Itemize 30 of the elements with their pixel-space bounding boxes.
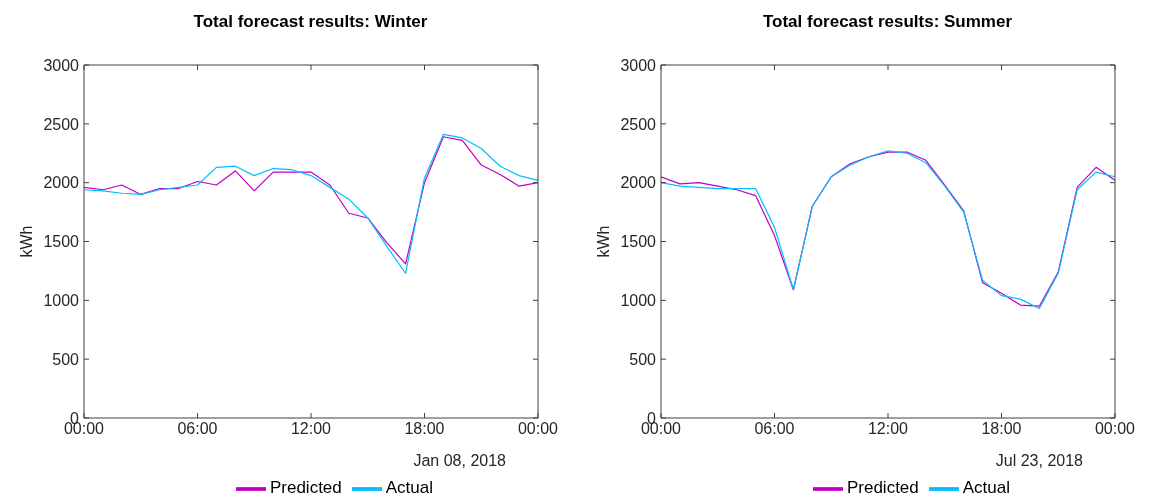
x-tick-label: 18:00 <box>981 420 1022 438</box>
y-tick-label: 3000 <box>620 56 657 74</box>
legend-label: Predicted <box>846 478 919 498</box>
legend-label: Actual <box>385 478 434 498</box>
y-tick-label: 3000 <box>43 56 80 74</box>
x-axis-title: Jan 08, 2018 <box>413 452 507 469</box>
y-tick-label: 500 <box>629 350 657 368</box>
y-tick-label: 2000 <box>43 174 80 192</box>
x-tick-label: 18:00 <box>404 420 445 438</box>
y-tick-label: 1500 <box>43 233 80 251</box>
legend-label: Predicted <box>269 478 342 498</box>
x-tick-label: 06:00 <box>754 420 795 438</box>
y-tick-label: 2500 <box>620 115 657 133</box>
x-axis-title: Jul 23, 2018 <box>995 452 1084 469</box>
chart-title: Total forecast results: Summer <box>761 11 1014 33</box>
x-tick-label: 12:00 <box>290 420 332 438</box>
x-tick-label: 06:00 <box>177 420 218 438</box>
x-tick-label: 00:00 <box>1094 420 1136 438</box>
y-tick-label: 1500 <box>620 233 657 251</box>
x-tick-label: 12:00 <box>867 420 909 438</box>
chart-title: Total forecast results: Winter <box>192 11 429 33</box>
y-axis-title: kWh <box>17 225 35 258</box>
y-tick-label: 2000 <box>620 174 657 192</box>
y-tick-label: 500 <box>52 350 80 368</box>
x-tick-label: 00:00 <box>517 420 559 438</box>
legend-label: Actual <box>962 478 1011 498</box>
y-tick-label: 2500 <box>43 115 80 133</box>
y-tick-label: 1000 <box>620 292 657 310</box>
y-axis-title: kWh <box>594 225 612 258</box>
y-tick-label: 1000 <box>43 292 80 310</box>
